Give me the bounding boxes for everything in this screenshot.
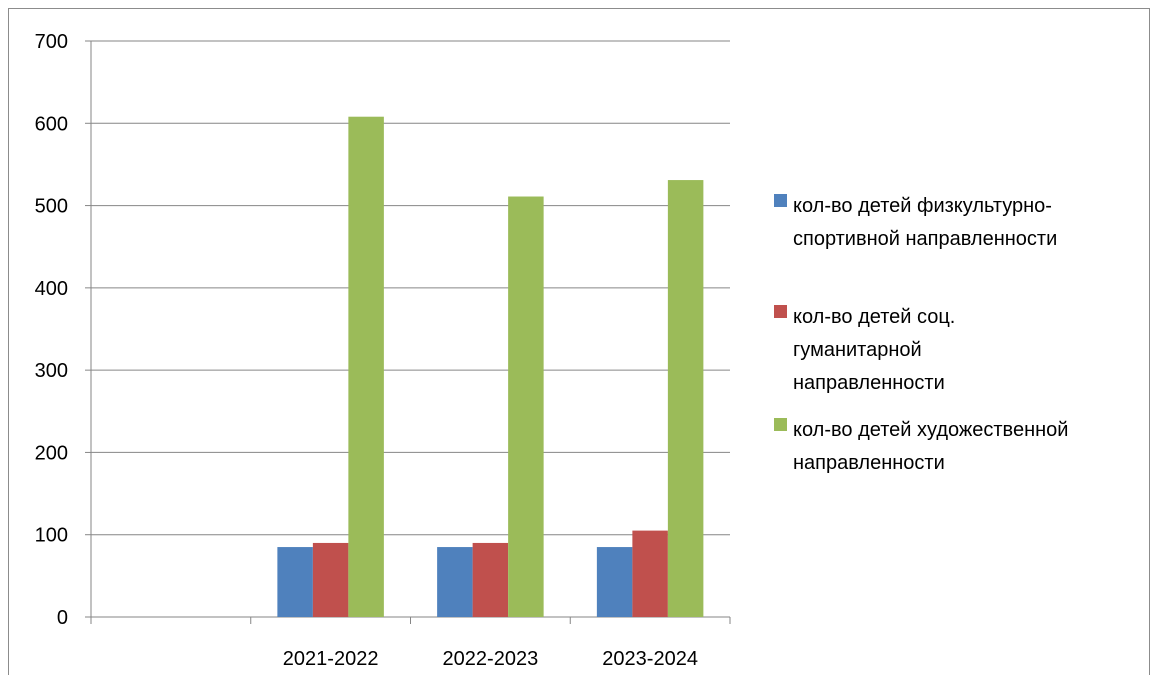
legend-label: кол-во детей художественной xyxy=(793,419,1068,441)
bar xyxy=(472,542,509,617)
bar xyxy=(508,196,544,617)
legend-swatch xyxy=(774,305,787,318)
bars xyxy=(277,116,704,618)
chart-frame xyxy=(8,8,1150,675)
legend-label: направленности xyxy=(793,452,945,474)
gridlines xyxy=(91,40,730,536)
bar xyxy=(348,116,384,618)
x-tick-labels: 2021-2022 2022-2023 2023-2024 xyxy=(283,648,698,670)
y-tick-label: 600 xyxy=(35,113,68,135)
legend-label: направленности xyxy=(793,372,945,394)
bar xyxy=(277,547,313,617)
y-tick-labels: 0 100 200 300 400 500 600 700 xyxy=(35,31,68,629)
y-tick-label: 100 xyxy=(35,525,68,547)
y-tick-label: 700 xyxy=(35,31,68,53)
legend-label: спортивной направленности xyxy=(793,228,1057,250)
legend-label: гуманитарной xyxy=(793,339,922,361)
x-tick-label: 2022-2023 xyxy=(443,648,539,670)
bar xyxy=(596,547,633,617)
legend-swatch xyxy=(774,194,787,207)
y-tick-label: 0 xyxy=(57,607,68,629)
y-tick-label: 300 xyxy=(35,360,68,382)
legend: кол-во детей физкультурно-спортивной нап… xyxy=(774,194,1068,474)
bar xyxy=(312,542,349,617)
bar xyxy=(667,180,704,617)
bar xyxy=(437,547,473,617)
legend-swatch xyxy=(774,418,787,431)
x-tick-label: 2023-2024 xyxy=(602,648,698,670)
y-tick-label: 200 xyxy=(35,442,68,464)
legend-label: кол-во детей соц. xyxy=(793,306,955,328)
legend-label: кол-во детей физкультурно- xyxy=(793,195,1052,217)
bar xyxy=(632,530,668,617)
y-tick-label: 400 xyxy=(35,278,68,300)
x-tick-label: 2021-2022 xyxy=(283,648,379,670)
y-tick-label: 500 xyxy=(35,196,68,218)
